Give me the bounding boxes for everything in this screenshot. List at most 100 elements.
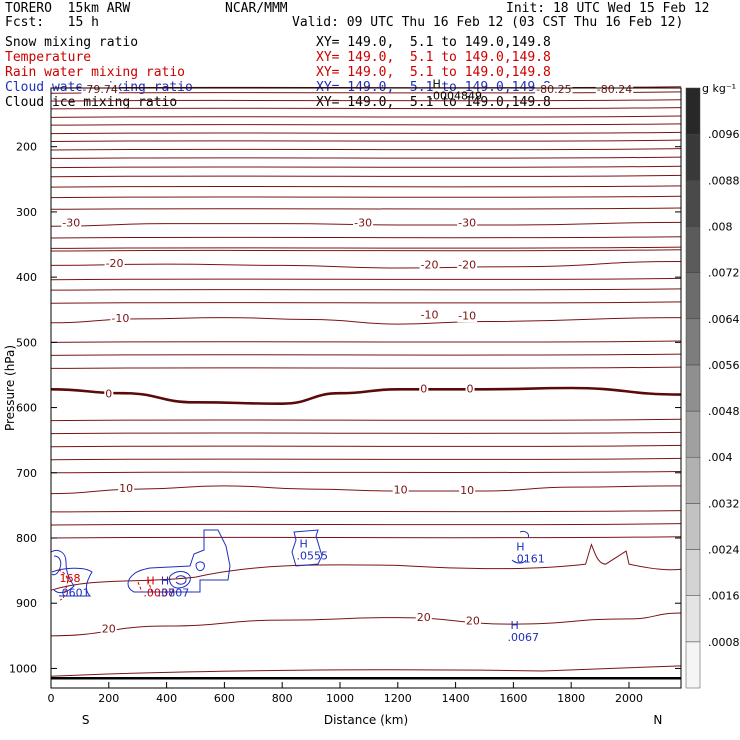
contour-label-bg [100,622,117,636]
x-axis-left-end: S [82,713,90,727]
y-tick-label: 300 [16,206,37,219]
isotherm-background [50,107,682,110]
contour-label-bg [465,382,475,396]
isotherm-background [50,301,682,304]
isotherm-background [50,510,682,513]
contour-label: -10 [421,309,439,322]
isotherm-background [50,174,682,178]
contour-label-bg [457,216,478,230]
isotherm-background [50,165,682,169]
x-axis-title: Distance (km) [324,713,408,727]
isotherm-0 [50,386,682,405]
colorbar: .0008 .0016 .0024 .0032 .004 .0048 .0056 .0064.… [685,82,740,689]
x-tick-label: 1600 [499,692,527,705]
contour-label-bg [457,258,478,272]
maxima-labels: H.0004849H.0555H.0161H.0067H.0037H.08071… [58,78,545,644]
colorbar-segment [685,272,701,320]
max-symbol: H [300,537,308,550]
isotherm-background [50,444,682,448]
colorbar-label: .0096 [708,128,740,141]
y-axis-title: Pressure (hPa) [3,345,17,431]
isotherm-background [50,236,682,239]
contour-label-bg [61,216,82,230]
isotherm-background [50,470,682,474]
isotherm-background [50,418,682,422]
contour-label-bg [392,483,409,497]
colorbar-segment [685,549,701,596]
colorbar-label: .004 [708,451,733,464]
contour-label: 10 [119,482,133,495]
x-tick-label: 1200 [384,692,412,705]
colorbar-segment [685,318,701,366]
colorbar-label: .008 [708,220,733,233]
field-name-temperature: Temperature [5,50,92,65]
x-tick-label: 1000 [326,692,354,705]
isotherm--30 [50,221,682,227]
plot-frame [50,87,682,689]
contour-label: -10 [458,309,476,322]
isotherm-background [50,115,682,118]
plot-border [50,87,682,689]
isotherm-background [50,353,682,356]
cloud-water-contour-mid-inner-1 [169,571,191,589]
isotherm-near-surface [50,665,682,677]
rain-contour-mid [137,579,153,593]
y-tick-label: 900 [16,597,37,610]
y-tick-label: 600 [16,402,37,415]
colorbar-segment [685,410,701,458]
contour-label: 0 [105,388,112,401]
max-value: .0037 [143,586,175,599]
rain-water-contours [57,569,153,601]
contour-label-bg [81,82,119,96]
max-value: .0067 [507,631,539,644]
isotherm-20 [50,612,682,637]
y-tick-label: 200 [16,141,37,154]
isotherm-background [50,249,682,252]
x-tick-label: 1400 [442,692,470,705]
y-tick-label: 800 [16,532,37,545]
isotherm-background [50,366,682,369]
field-name-rain: Rain water mixing ratio [5,65,186,80]
colorbar-segment [685,641,701,689]
x-axis-right-end: N [653,713,662,727]
rain-contour-left [57,569,69,601]
max-value: .0807 [158,586,190,599]
isotherm-background [50,99,682,102]
x-tick-label: 1800 [557,692,585,705]
field-name-snow: Snow mixing ratio [5,35,139,50]
contour-label-bg [419,382,429,396]
cloud-water-contour-2 [511,531,529,564]
field-xy-rain: XY= 149.0, 5.1 to 149.0,149.8 [316,65,551,80]
max-value: .0601 [58,586,90,599]
contour-label-bg [353,216,374,230]
max-symbol: H [146,574,154,587]
contour-label: -30 [62,217,80,230]
isotherm-background [50,246,682,249]
field-xy-cloud-ice: XY= 149.0, 5.1 to 149.0,149.8 [316,95,551,110]
colorbar-segment [685,503,701,550]
x-tick-label: 400 [156,692,177,705]
colorbar-segment [685,456,701,504]
isotherm--20 [50,260,682,269]
contour-label-bg [419,258,440,272]
cloud-water-contour-1 [291,529,323,567]
contour-label: 20 [102,622,116,635]
isotherm-background [50,207,682,210]
isotherm-background [50,123,682,126]
contour-label: 10 [460,484,474,497]
y-tick-label: 1000 [9,662,37,675]
temperature-contours: -79.74 -80.25 -80.24 -30 -30 -30 -20 -20 -20 -10 -… [50,82,682,677]
contour-label-bg [110,311,131,325]
x-tick-label: 800 [272,692,293,705]
field-xy-temperature: XY= 149.0, 5.1 to 149.0,149.8 [316,50,551,65]
cloud-water-contour-left-inner [51,555,62,576]
colorbar-segment [685,364,701,412]
model-title: TORERO 15km ARW [5,1,131,16]
contour-label-bg [535,82,573,96]
contour-label: 0 [420,382,427,395]
isotherm-background [50,277,682,281]
colorbar-label: .0088 [708,174,740,187]
contour-label: -20 [458,258,476,271]
x-tick-label: 600 [214,692,235,705]
colorbar-label: .0016 [708,590,740,603]
